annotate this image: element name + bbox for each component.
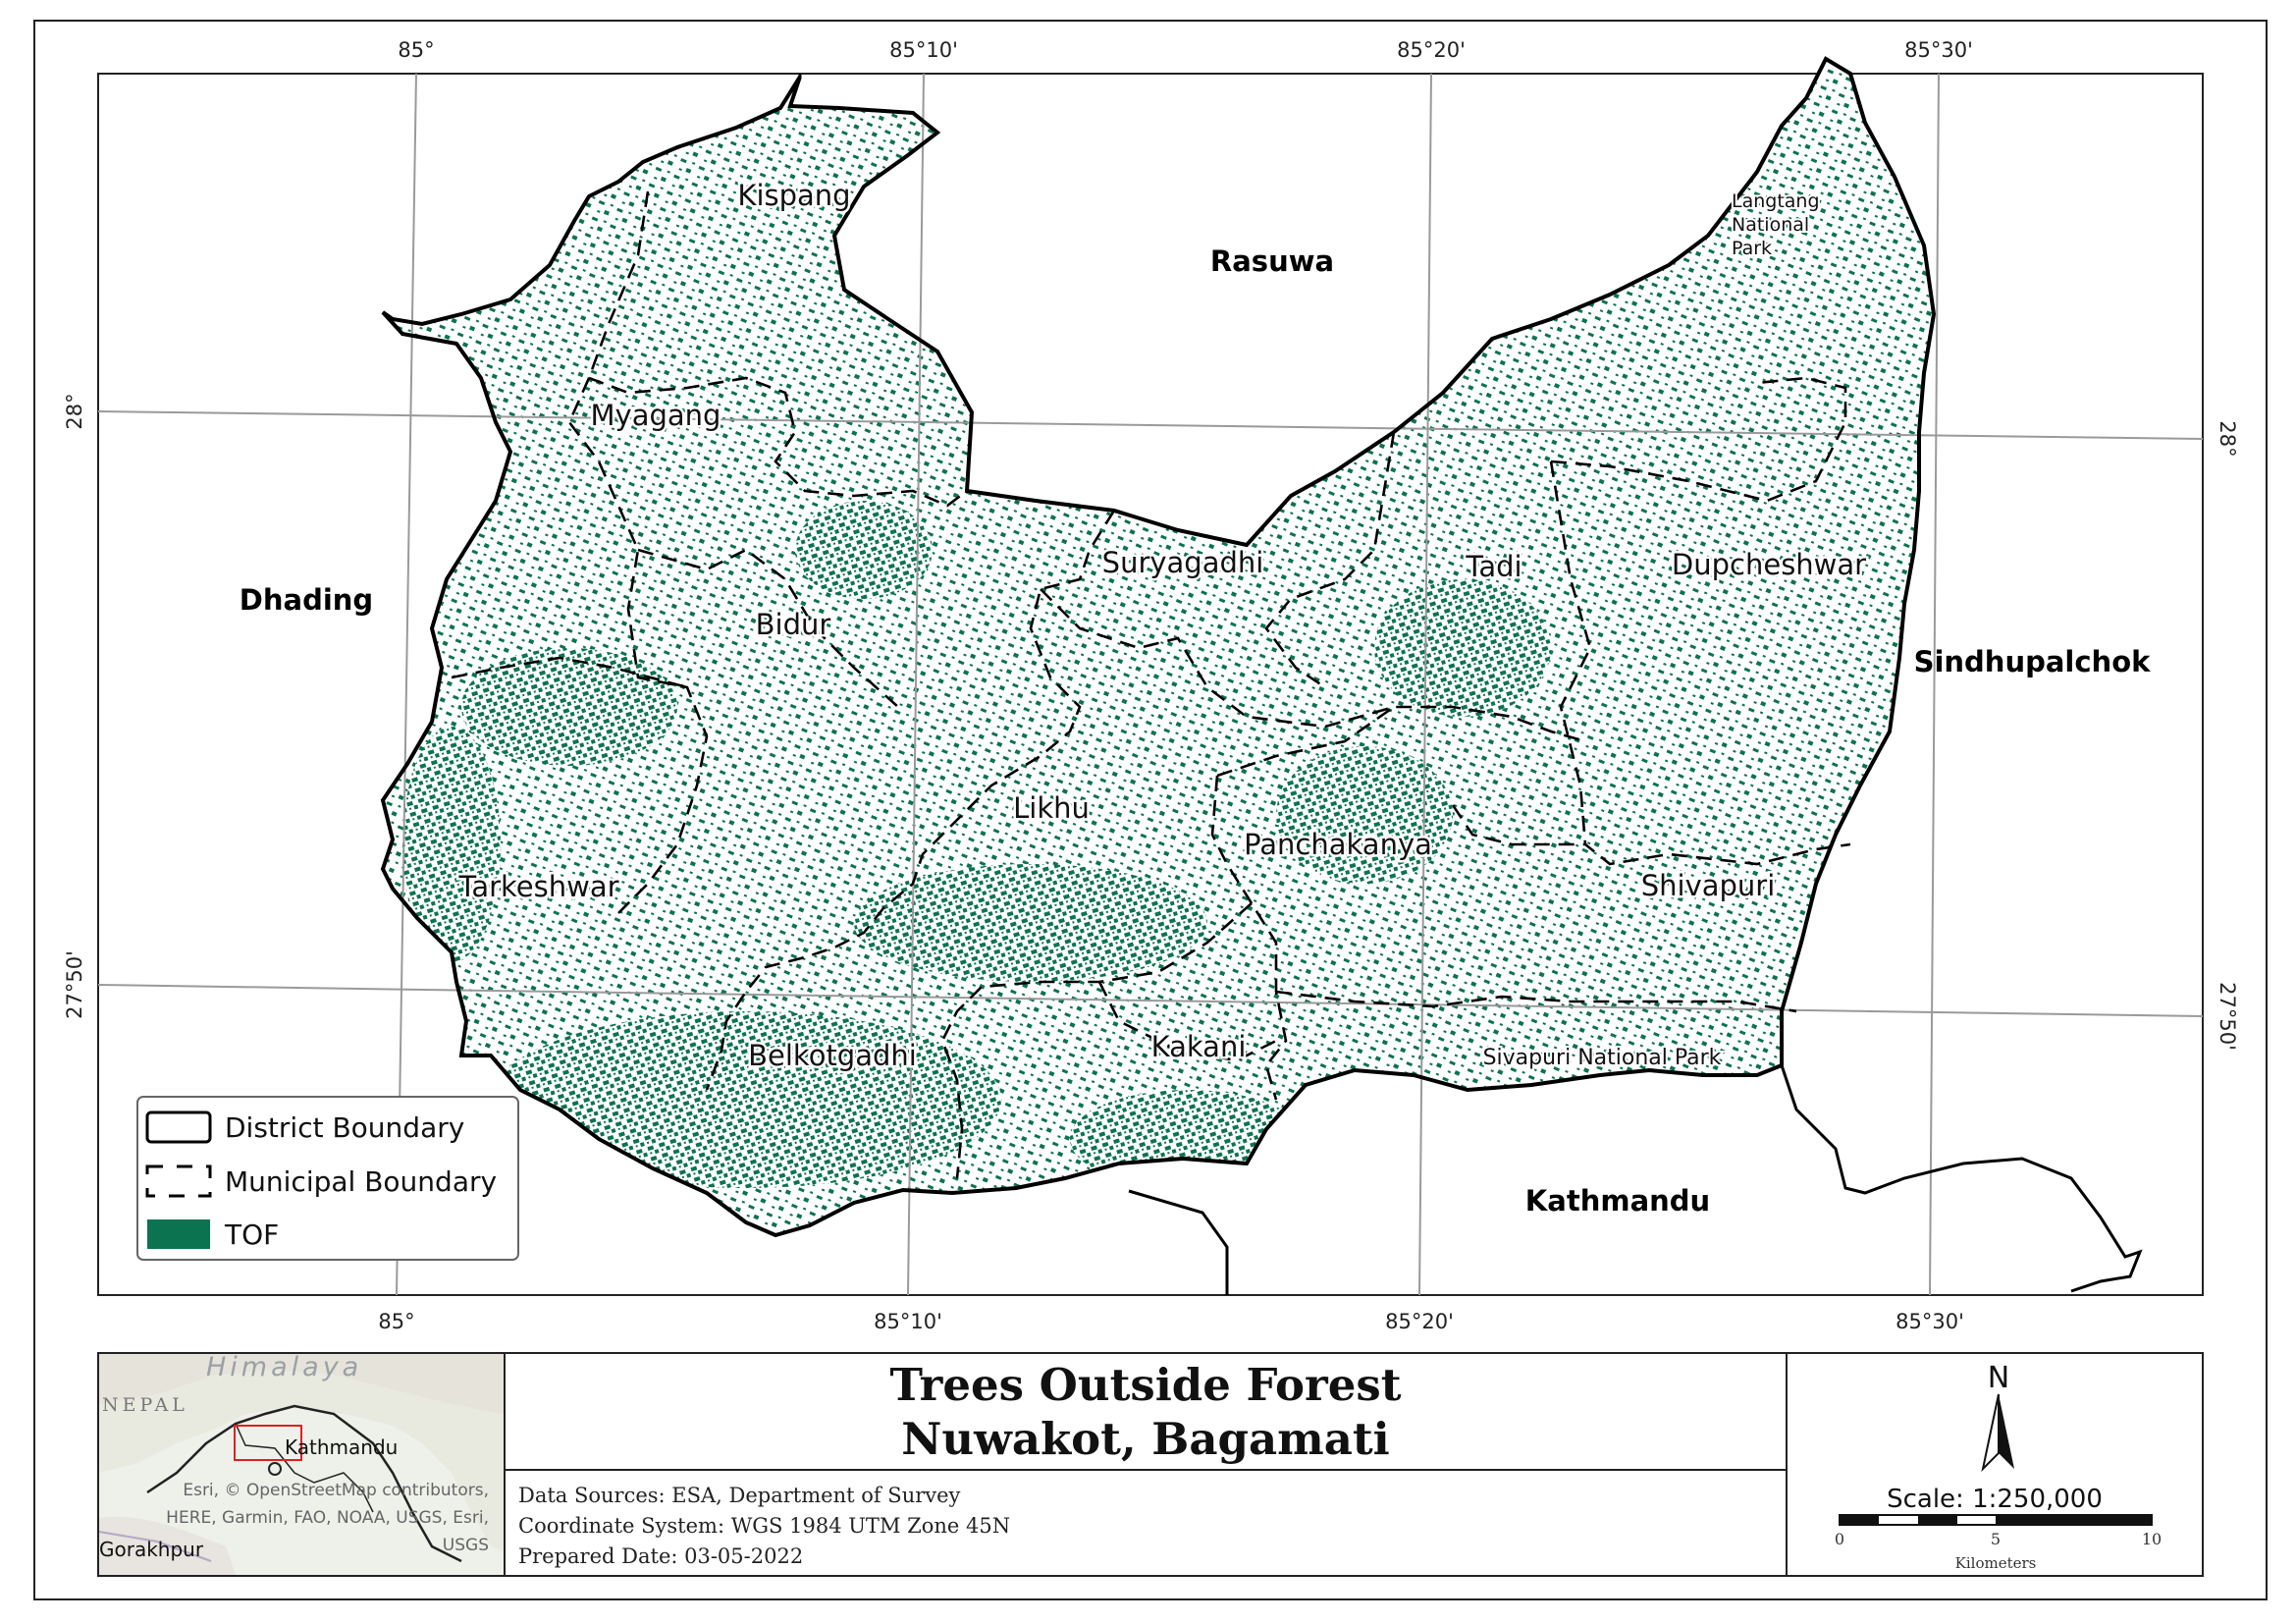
graticule-bottom-3: 85°30' (1896, 1310, 1964, 1333)
inset-credit-line2: HERE, Garmin, FAO, NOAA, USGS, Esri, (166, 1508, 489, 1528)
inset-himalaya: Himalaya (206, 1352, 362, 1382)
district-rasuwa: Rasuwa (1210, 244, 1334, 278)
muni-panchakanya: Panchakanya (1244, 828, 1432, 861)
north-arrow-right (1999, 1394, 2014, 1469)
muni-dupcheshwar: Dupcheshwar (1672, 548, 1866, 581)
muni-kakani: Kakani (1151, 1030, 1247, 1063)
graticule-lines (97, 73, 2204, 1296)
info-crs: Coordinate System: WGS 1984 UTM Zone 45N (518, 1514, 1010, 1538)
title-line2: Nuwakot, Bagamati (901, 1413, 1390, 1465)
district-kathmandu: Kathmandu (1525, 1184, 1710, 1218)
muni-tarkeshwar: Tarkeshwar (457, 870, 618, 903)
legend-district-label: District Boundary (225, 1111, 464, 1144)
north-arrow-left (1981, 1393, 2000, 1473)
park-langtang-line3: Park (1732, 238, 1772, 259)
inset-extent-box (234, 1425, 302, 1461)
municipal-boundaries (451, 190, 1851, 1179)
graticule-left-0: 28° (63, 393, 86, 429)
muni-bidur: Bidur (756, 608, 831, 641)
muni-myagang: Myagang (591, 399, 721, 432)
north-arrow: N (1981, 1361, 2014, 1473)
map-frame (33, 20, 2268, 1600)
graticule-top-0: 85° (398, 38, 434, 62)
scale-tick-0: 0 (1835, 1530, 1844, 1548)
inset-credit: Esri, © OpenStreetMap contributors, HERE… (166, 1481, 489, 1555)
graticule-labels: 85° 85°10' 85°20' 85°30' 85° 85°10' 85°2… (63, 38, 2239, 1333)
kathmandu-marker (268, 1462, 282, 1476)
scale-label: Scale: 1:250,000 (1887, 1485, 2103, 1514)
park-langtang-line2: National (1732, 214, 1809, 236)
inset-kathmandu: Kathmandu (285, 1435, 398, 1459)
inset-credit-line3: USGS (443, 1536, 489, 1555)
inset-credit-line1: Esri, © OpenStreetMap contributors, (183, 1481, 489, 1500)
park-langtang-line1: Langtang (1732, 190, 1820, 212)
graticule-bottom-1: 85°10' (874, 1310, 942, 1333)
scale-tick-10: 10 (2142, 1530, 2162, 1548)
legend-tof-swatch (147, 1219, 210, 1249)
graticule-right-1: 27°50' (2216, 982, 2239, 1051)
inset-nepal: NEPAL (102, 1394, 188, 1416)
inset-gorakhpur: Gorakhpur (99, 1538, 204, 1561)
graticule-bottom-0: 85° (378, 1310, 414, 1333)
title-block: Trees Outside Forest Nuwakot, Bagamati (889, 1359, 1401, 1465)
langtang-park-label: Langtang National Park (1730, 189, 1822, 261)
north-label: N (1988, 1361, 2009, 1395)
info-sources: Data Sources: ESA, Department of Survey (518, 1484, 961, 1507)
graticule-bottom-2: 85°20' (1385, 1310, 1454, 1333)
inset-country-border (146, 1404, 462, 1563)
muni-likhu: Likhu (1013, 791, 1090, 825)
scale-tick-5: 5 (1991, 1530, 2001, 1548)
scale-bar: Scale: 1:250,000 0 5 10 Kilometers (1835, 1485, 2162, 1572)
legend-municipal-swatch (145, 1164, 212, 1198)
muni-tadi: Tadi (1465, 550, 1522, 583)
muni-suryagadhi: Suryagadhi (1102, 546, 1264, 579)
legend-municipal-label: Municipal Boundary (225, 1165, 497, 1198)
legend-tof-label: TOF (224, 1218, 279, 1251)
municipality-labels: Kispang Myagang Suryagadhi Tadi Dupchesh… (455, 177, 1869, 1075)
scale-unit: Kilometers (1955, 1554, 2037, 1572)
legend: District Boundary Municipal Boundary TOF (136, 1096, 519, 1261)
graticule-top-3: 85°30' (1904, 38, 1973, 62)
legend-district-swatch (145, 1110, 212, 1144)
legend-box (136, 1096, 519, 1261)
graticule-left-1: 27°50' (63, 950, 86, 1019)
inset-map: Himalaya NEPAL Kathmandu Gorakhpur Esri,… (98, 1352, 504, 1575)
muni-kispang: Kispang (737, 179, 850, 212)
title-line1: Trees Outside Forest (889, 1359, 1401, 1411)
info-block: Data Sources: ESA, Department of Survey … (518, 1484, 1010, 1568)
park-sivapuri: Sivapuri National Park (1483, 1046, 1722, 1070)
district-dhading: Dhading (240, 583, 373, 617)
district-sindhupalchok: Sindhupalchok (1914, 645, 2152, 678)
info-date: Prepared Date: 03-05-2022 (518, 1544, 803, 1568)
graticule-right-0: 28° (2216, 420, 2239, 457)
graticule-top-2: 85°20' (1397, 38, 1466, 62)
muni-belkotgadhi: Belkotgadhi (748, 1039, 917, 1072)
graticule-top-1: 85°10' (889, 38, 958, 62)
district-labels: Rasuwa Dhading Sindhupalchok Kathmandu (240, 244, 2151, 1218)
muni-shivapuri: Shivapuri (1641, 869, 1776, 902)
